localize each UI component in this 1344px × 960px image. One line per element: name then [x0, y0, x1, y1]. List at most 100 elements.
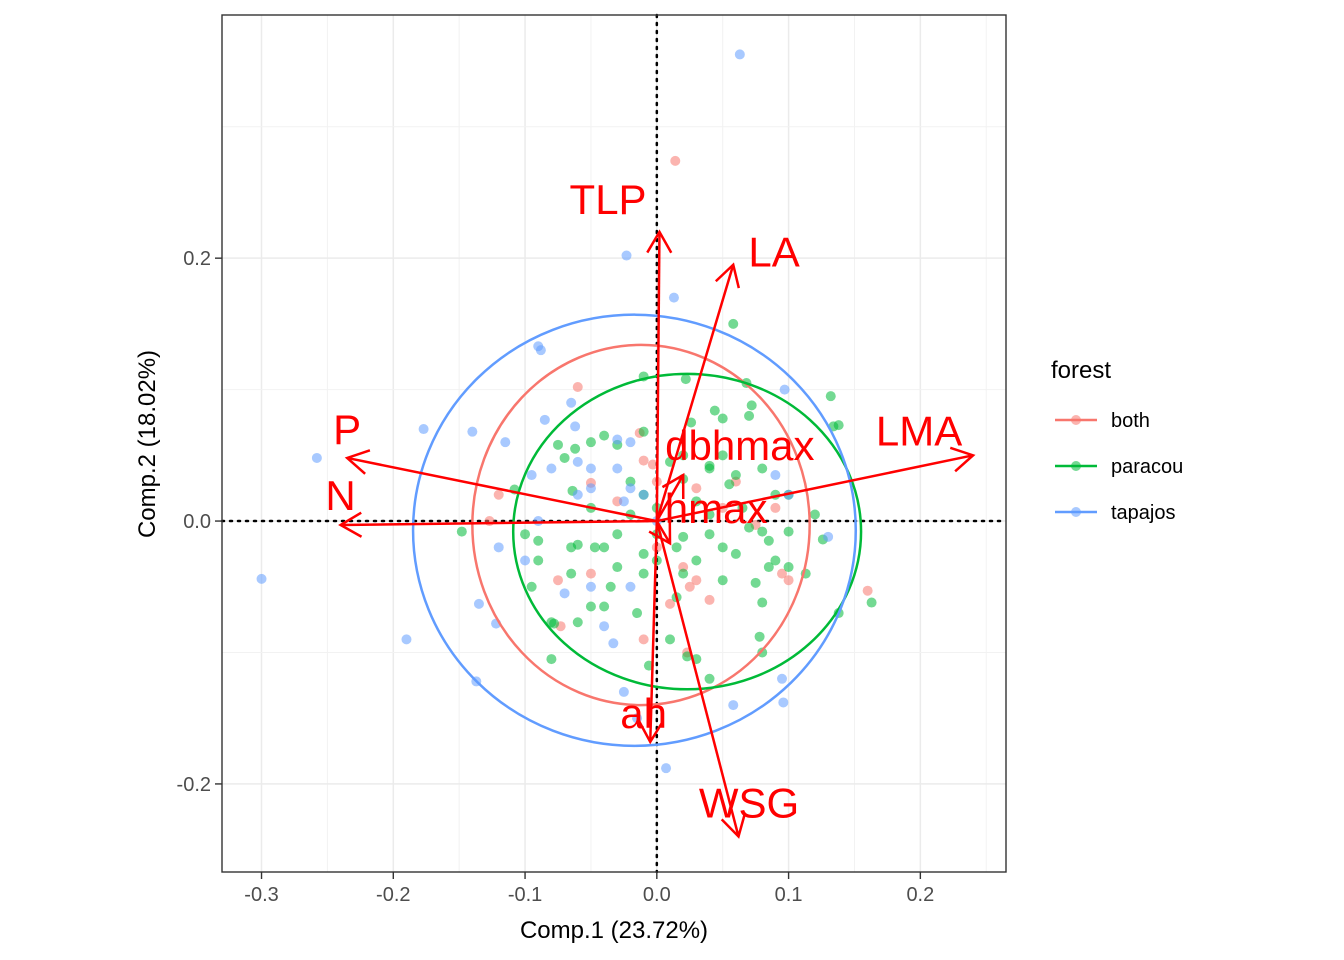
data-point-paracou: [638, 548, 649, 559]
data-point-paracou: [533, 535, 544, 546]
data-point-paracou: [717, 542, 728, 553]
data-point-paracou: [599, 601, 610, 612]
data-point-paracou: [704, 463, 715, 474]
data-point-paracou: [704, 673, 715, 684]
legend-entry-tapajos: tapajos: [1055, 502, 1176, 524]
data-point-tapajos: [546, 463, 557, 474]
data-point-tapajos: [661, 763, 672, 774]
data-point-paracou: [704, 509, 715, 520]
x-tick-label: 0.2: [906, 884, 934, 906]
data-point-tapajos: [533, 341, 544, 352]
data-point-tapajos: [570, 421, 581, 432]
loading-label-TLP: TLP: [570, 176, 647, 223]
data-point-tapajos: [526, 470, 537, 481]
data-point-both: [665, 598, 675, 609]
loading-arrow-P: [346, 456, 658, 523]
data-point-paracou: [638, 426, 649, 437]
loading-label-ah: ah: [620, 690, 667, 737]
data-point-tapajos: [572, 456, 583, 467]
legend-title: forest: [1051, 357, 1111, 384]
legend-key-point: [1071, 461, 1081, 471]
ellipse-tapajos: [411, 313, 858, 748]
data-point-paracou: [585, 601, 596, 612]
data-point-paracou: [717, 413, 728, 424]
loading-arrowhead-WSG: [720, 813, 747, 839]
data-point-tapajos: [473, 598, 484, 609]
data-point-tapajos: [520, 555, 531, 566]
legend-key-point: [1071, 415, 1081, 425]
x-tick-label: 0.1: [775, 884, 803, 906]
data-point-paracou: [572, 617, 583, 628]
data-point-both: [670, 155, 681, 166]
data-point-paracou: [678, 531, 689, 542]
loading-arrow-ah: [648, 521, 659, 742]
data-point-tapajos: [621, 250, 632, 261]
data-point-paracou: [589, 542, 600, 553]
loading-arrowhead-LMA: [949, 446, 976, 473]
data-point-paracou: [678, 450, 689, 461]
data-point-both: [777, 568, 787, 579]
data-point-tapajos: [500, 437, 511, 448]
x-tick-label: -0.2: [376, 884, 410, 906]
data-point-tapajos: [493, 542, 504, 553]
loading-arrow-WSG: [655, 520, 740, 837]
y-tick-label: 0.2: [183, 248, 211, 270]
data-point-tapajos: [401, 634, 412, 645]
loading-arrow-N: [340, 519, 657, 527]
data-point-paracou: [737, 502, 748, 513]
data-point-tapajos: [585, 463, 596, 474]
loading-label-dbhmax: dbhmax: [665, 422, 814, 469]
data-point-both: [684, 581, 695, 592]
data-point-paracou: [757, 526, 768, 537]
loading-label-LMA: LMA: [876, 407, 962, 454]
data-point-tapajos: [585, 483, 596, 494]
data-point-paracou: [612, 529, 623, 540]
data-point-paracou: [825, 391, 836, 402]
loading-arrow-LA: [655, 264, 735, 522]
data-point-paracou: [724, 479, 735, 490]
data-point-tapajos: [566, 397, 577, 408]
data-point-tapajos: [612, 463, 623, 474]
data-point-paracou: [566, 542, 577, 553]
loading-arrowhead-TLP: [646, 229, 673, 254]
loading-label-P: P: [333, 406, 361, 453]
data-point-tapajos: [668, 292, 679, 303]
data-point-tapajos: [559, 588, 570, 599]
data-point-paracou: [553, 439, 563, 450]
loading-arrowhead-P: [344, 449, 371, 475]
data-point-paracou: [763, 562, 774, 573]
data-point-paracou: [783, 562, 794, 573]
data-point-paracou: [570, 443, 581, 454]
data-point-paracou: [746, 400, 757, 411]
loading-label-N: N: [325, 472, 355, 519]
loading-arrowhead-N: [338, 511, 363, 538]
data-point-tapajos: [638, 489, 649, 500]
y-tick-label: -0.2: [177, 774, 211, 796]
x-axis-title: Comp.1 (23.72%): [520, 917, 708, 944]
data-point-paracou: [585, 437, 596, 448]
data-point-paracou: [744, 522, 755, 533]
legend-entry-paracou: paracou: [1055, 456, 1183, 478]
data-point-tapajos: [256, 573, 267, 584]
data-point-both: [484, 516, 495, 527]
data-point-tapajos: [585, 581, 596, 592]
data-point-paracou: [809, 509, 820, 520]
data-point-tapajos: [728, 700, 739, 711]
data-point-paracou: [566, 568, 577, 579]
data-point-tapajos: [770, 470, 781, 481]
data-point-paracou: [638, 568, 649, 579]
data-point-paracou: [757, 647, 768, 658]
data-point-paracou: [717, 575, 728, 586]
x-tick-label: -0.3: [244, 884, 278, 906]
data-point-paracou: [709, 405, 720, 416]
data-point-paracou: [599, 430, 610, 441]
data-point-paracou: [612, 562, 623, 573]
loading-arrow-dbhmax: [655, 474, 685, 522]
legend: forest both paracou tapajos: [1051, 357, 1183, 524]
data-point-paracou: [730, 470, 741, 481]
legend-key-point: [1071, 507, 1081, 517]
data-point-tapajos: [625, 581, 636, 592]
y-tick-label: 0.0: [183, 511, 211, 533]
